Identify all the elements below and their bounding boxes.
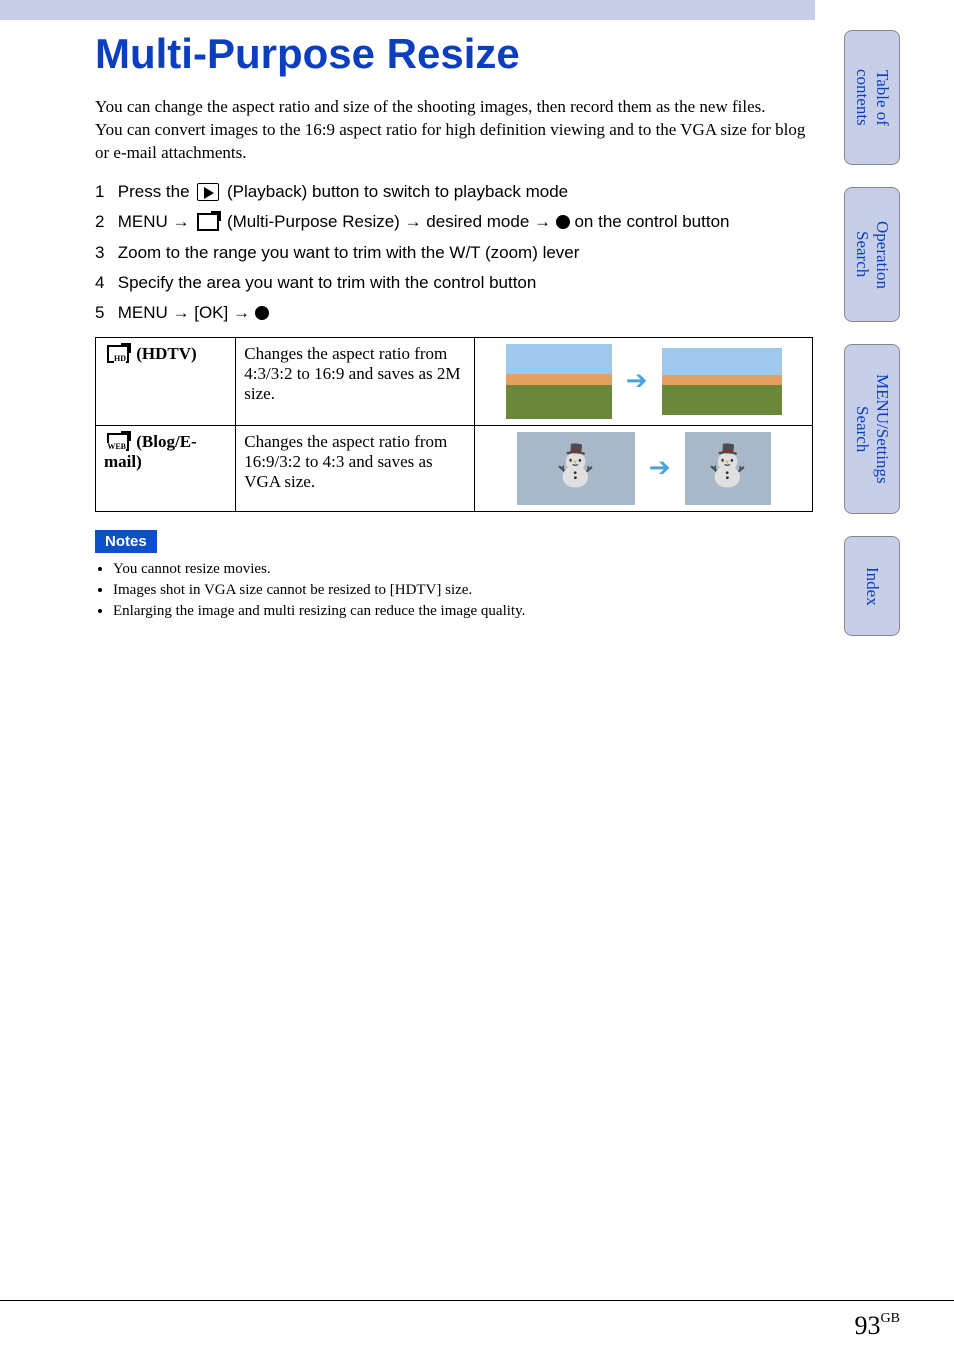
page-suffix: GB — [881, 1311, 900, 1326]
mode-thumbnails: ➔ — [475, 337, 813, 425]
page-title: Multi-Purpose Resize — [95, 30, 815, 78]
thumb-after — [662, 348, 782, 415]
hdtv-resize-icon: HD — [107, 345, 129, 363]
step-1: 1 Press the (Playback) button to switch … — [95, 179, 815, 205]
footer-divider — [0, 1300, 954, 1301]
thumb-after — [685, 432, 771, 505]
step-2: 2 MENU → (Multi-Purpose Resize) → desire… — [95, 209, 815, 235]
tab-operation-search[interactable]: Operation Search — [844, 187, 900, 322]
step-text-mid: (Multi-Purpose Resize) → desired mode → — [222, 212, 556, 231]
multi-purpose-resize-icon — [197, 213, 219, 231]
step-text-before: MENU → — [118, 212, 195, 231]
notes-heading: Notes — [95, 530, 157, 553]
header-bar — [0, 0, 815, 20]
icon-sub-label: WEB — [107, 443, 126, 451]
thumb-before — [517, 432, 635, 505]
note-item: You cannot resize movies. — [113, 559, 815, 580]
mode-desc: Changes the aspect ratio from 16:9/3:2 t… — [236, 425, 475, 511]
page-number-value: 93 — [855, 1311, 881, 1340]
thumb-row: ➔ — [483, 432, 804, 505]
mode-label-cell: HD (HDTV) — [96, 337, 236, 425]
step-4: 4 Specify the area you want to trim with… — [95, 270, 815, 296]
step-text: Zoom to the range you want to trim with … — [118, 243, 580, 262]
step-number: 2 — [95, 209, 113, 235]
note-item: Images shot in VGA size cannot be resize… — [113, 580, 815, 601]
notes-list: You cannot resize movies. Images shot in… — [113, 559, 815, 622]
step-text: Specify the area you want to trim with t… — [118, 273, 537, 292]
step-text-after: on the control button — [570, 212, 730, 231]
mode-desc: Changes the aspect ratio from 4:3/3:2 to… — [236, 337, 475, 425]
playback-icon — [197, 183, 219, 201]
table-row: WEB (Blog/E-mail) Changes the aspect rat… — [96, 425, 813, 511]
table-row: HD (HDTV) Changes the aspect ratio from … — [96, 337, 813, 425]
thumb-row: ➔ — [483, 344, 804, 419]
step-text-before: Press the — [118, 182, 195, 201]
arrow-right-icon: ➔ — [649, 453, 671, 483]
blog-resize-icon: WEB — [107, 433, 129, 451]
intro-text: You can change the aspect ratio and size… — [95, 96, 815, 165]
center-button-icon — [255, 306, 269, 320]
step-number: 3 — [95, 240, 113, 266]
step-number: 1 — [95, 179, 113, 205]
center-button-icon — [556, 215, 570, 229]
mode-thumbnails: ➔ — [475, 425, 813, 511]
thumb-before — [506, 344, 612, 419]
step-number: 4 — [95, 270, 113, 296]
tab-table-of-contents[interactable]: Table of contents — [844, 30, 900, 165]
tab-menu-settings-search[interactable]: MENU/Settings Search — [844, 344, 900, 514]
steps-list: 1 Press the (Playback) button to switch … — [95, 179, 815, 327]
icon-sub-label: HD — [114, 355, 126, 363]
tab-index[interactable]: Index — [844, 536, 900, 636]
step-number: 5 — [95, 300, 113, 326]
modes-table: HD (HDTV) Changes the aspect ratio from … — [95, 337, 813, 512]
page-number: 93GB — [855, 1311, 900, 1341]
mode-label-cell: WEB (Blog/E-mail) — [96, 425, 236, 511]
note-item: Enlarging the image and multi resizing c… — [113, 601, 815, 622]
page-content: Multi-Purpose Resize You can change the … — [95, 30, 815, 622]
step-text-before: MENU → [OK] → — [118, 303, 255, 322]
step-3: 3 Zoom to the range you want to trim wit… — [95, 240, 815, 266]
step-5: 5 MENU → [OK] → — [95, 300, 815, 326]
arrow-right-icon: ➔ — [626, 366, 648, 396]
mode-label: (HDTV) — [136, 344, 196, 363]
step-text-after: (Playback) button to switch to playback … — [222, 182, 568, 201]
side-tabs: Table of contents Operation Search MENU/… — [844, 30, 904, 636]
